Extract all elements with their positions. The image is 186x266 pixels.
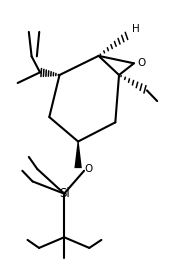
- Polygon shape: [74, 142, 82, 168]
- Text: H: H: [132, 23, 140, 34]
- Text: O: O: [84, 164, 92, 174]
- Text: Si: Si: [59, 187, 70, 200]
- Text: O: O: [137, 58, 145, 68]
